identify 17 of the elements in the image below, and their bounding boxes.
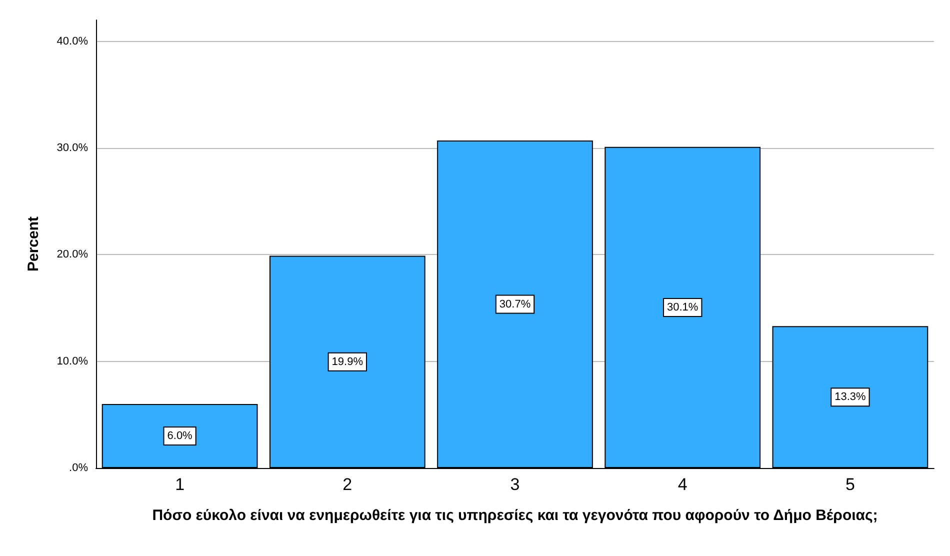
data-label: 19.9% [332, 356, 364, 368]
x-tick-label: 3 [510, 475, 520, 494]
y-tick-label: 40.0% [56, 35, 88, 48]
x-tick-label: 5 [845, 475, 855, 494]
data-label: 30.1% [667, 301, 698, 314]
y-tick-label: 30.0% [56, 142, 88, 154]
x-tick-label: 4 [678, 475, 688, 494]
x-tick-label: 1 [175, 475, 185, 494]
y-axis-title: Percent [25, 216, 42, 272]
x-axis-title: Πόσο εύκολο είναι να ενημερωθείτε για τις υπηρεσίες και τα γεγονότα που αφορούν το Δήμο Βέροιας; [152, 507, 878, 524]
y-tick-label: 20.0% [56, 248, 88, 261]
data-label: 30.7% [499, 298, 531, 310]
data-label: 6.0% [167, 430, 193, 442]
y-tick-label: 10.0% [56, 355, 88, 368]
data-label: 13.3% [834, 391, 866, 404]
y-tick-label: .0% [69, 462, 88, 474]
x-tick-label: 2 [342, 475, 352, 494]
